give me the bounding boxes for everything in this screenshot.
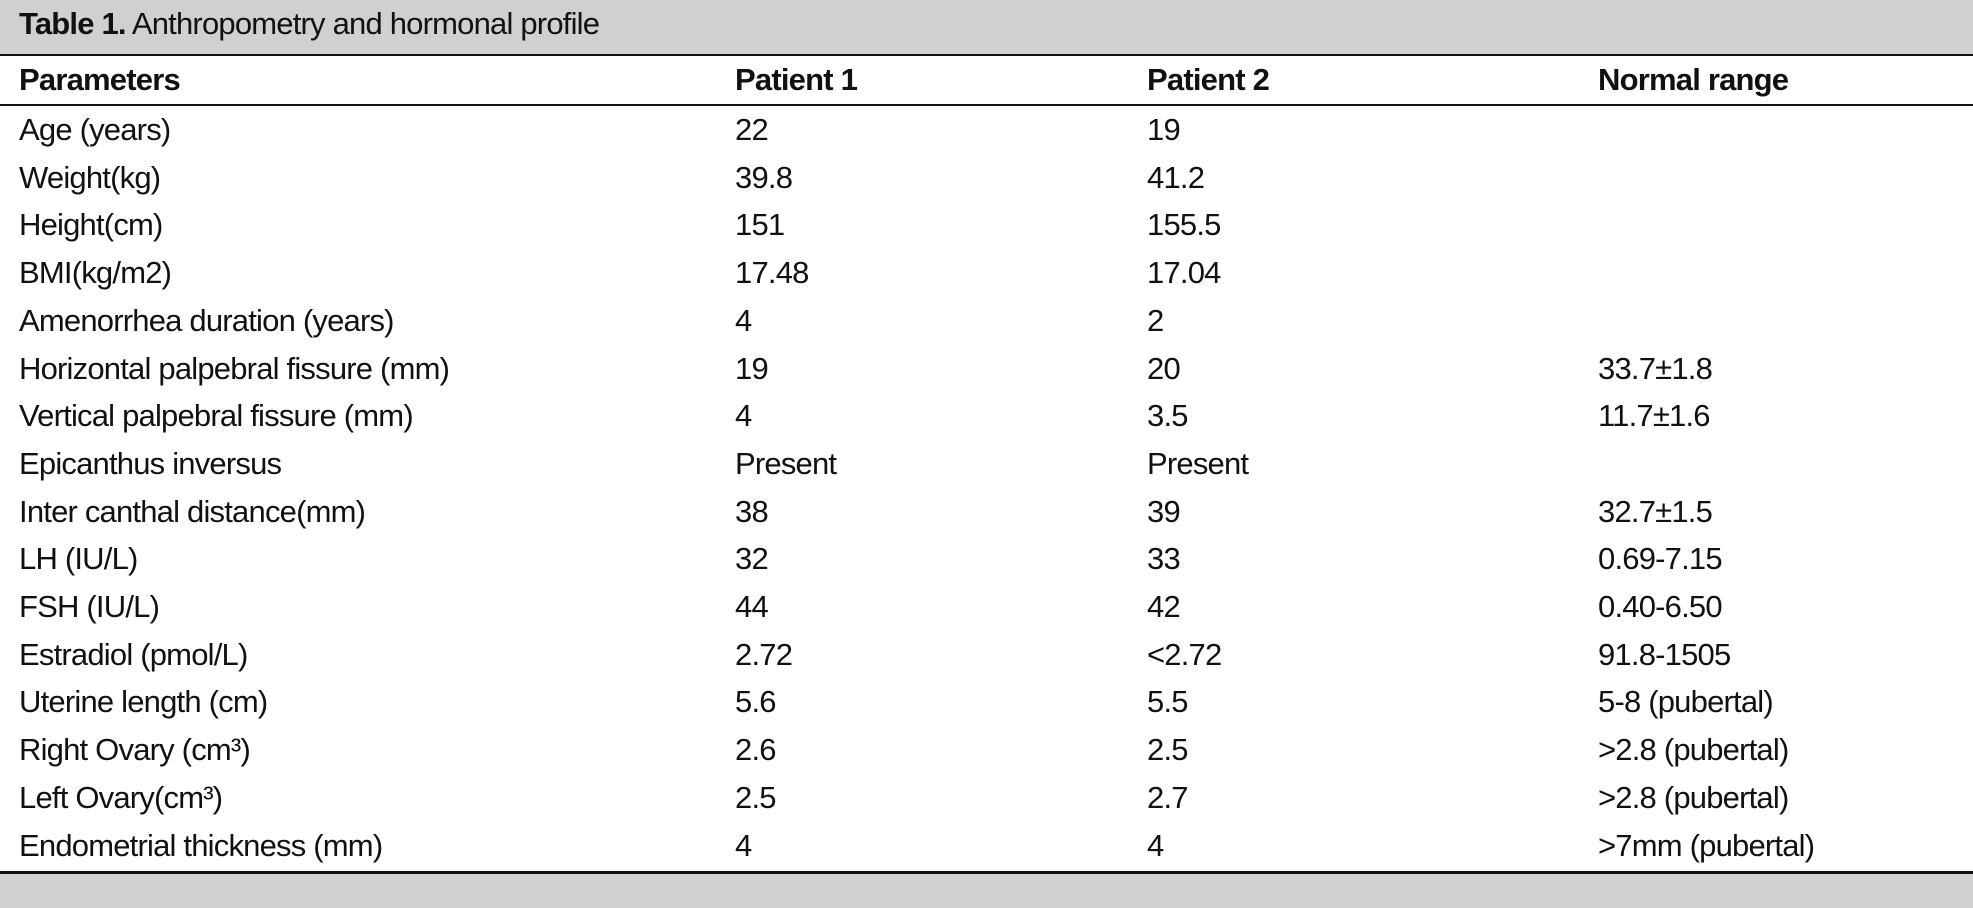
table-cell: 2.5 — [735, 779, 776, 815]
table-cell: 32 — [735, 541, 769, 577]
table-cell: 11.7±1.6 — [1598, 398, 1711, 434]
table-cell: 33.7±1.8 — [1598, 350, 1713, 386]
table-cell: 17.48 — [735, 255, 809, 291]
table-cell: 91.8-1505 — [1598, 636, 1731, 672]
table-cell: Estradiol (pmol/L) — [19, 636, 248, 672]
table-cell: 0.40-6.50 — [1598, 589, 1723, 624]
table-cell: Weight(kg) — [19, 159, 161, 195]
table-cell: Amenorrhea duration (years) — [19, 302, 395, 338]
table-row: Endometrial thickness (mm) 4 4 >7mm (pubert… — [0, 822, 1973, 870]
table-cell: Vertical palpebral fissure (mm) — [19, 398, 414, 434]
table-cell: Height(cm) — [19, 207, 163, 243]
table-cell: 20 — [1147, 350, 1181, 386]
table-cell: Age (years) — [19, 112, 171, 147]
table-row: Epicanthus inversus Present Present — [0, 440, 1973, 488]
table-cell: Inter canthal distance(mm) — [19, 493, 366, 529]
table-row: Right Ovary (cm³) 2.6 2.5 >2.8 (pubertal) — [0, 726, 1973, 774]
table-cell: >7mm (pubertal) — [1598, 827, 1815, 863]
table-cell: 4 — [1147, 827, 1164, 863]
table-row: Weight(kg) 39.8 41.2 — [0, 154, 1973, 202]
table: Parameters Patient 1 Patient 2 Normal range… — [0, 54, 1973, 874]
table-caption: Table 1. Anthropometry and hormonal prof… — [19, 6, 600, 42]
table-cell: 5.5 — [1147, 684, 1188, 720]
table-cell: BMI(kg/m2) — [19, 255, 172, 291]
table-cell: 2.6 — [735, 732, 776, 768]
table-cell: 44 — [735, 589, 769, 624]
table-cell: LH (IU/L) — [19, 541, 138, 577]
table-cell: 5.6 — [735, 684, 776, 720]
caption-text: Anthropometry and hormonal profile — [131, 6, 600, 41]
table-row: Uterine length (cm) 5.6 5.5 5-8 (pubertal) — [0, 678, 1973, 726]
table-cell: Horizontal palpebral fissure (mm) — [19, 350, 450, 386]
table-row: FSH (IU/L) 44 42 0.40-6.50 — [0, 583, 1973, 631]
table-cell: 33 — [1147, 541, 1181, 577]
table-row: LH (IU/L) 32 33 0.69-7.15 — [0, 535, 1973, 583]
table-cell: Patient 1 — [735, 62, 858, 97]
table-cell: 19 — [1147, 112, 1181, 147]
table-row: Estradiol (pmol/L) 2.72 <2.72 91.8-1505 — [0, 631, 1973, 679]
table-cell: 42 — [1147, 589, 1181, 624]
table-cell: 155.5 — [1147, 207, 1221, 243]
table-cell: Endometrial thickness (mm) — [19, 827, 383, 863]
table-cell: <2.72 — [1147, 636, 1222, 672]
table-cell: Present — [735, 445, 837, 481]
table-cell: 19 — [735, 350, 769, 386]
table-cell: 2.72 — [735, 636, 793, 672]
table-cell: 4 — [735, 302, 752, 338]
table-row: Left Ovary(cm³) 2.5 2.7 >2.8 (pubertal) — [0, 774, 1973, 822]
table-cell: Epicanthus inversus — [19, 445, 282, 481]
table-cell: Normal range — [1598, 62, 1789, 97]
table-cell: 3.5 — [1147, 398, 1188, 434]
table-row: BMI(kg/m2) 17.48 17.04 — [0, 249, 1973, 297]
table-cell: 38 — [735, 493, 769, 529]
table-cell: 39 — [1147, 493, 1181, 529]
table-cell: 2.7 — [1147, 779, 1188, 815]
table-cell: 0.69-7.15 — [1598, 541, 1723, 577]
table-cell: 32.7±1.5 — [1598, 493, 1713, 529]
table-cell: Right Ovary (cm³) — [19, 732, 251, 768]
table-cell: 41.2 — [1147, 159, 1205, 195]
table-cell: >2.8 (pubertal) — [1598, 732, 1789, 768]
caption-label: Table 1. — [19, 6, 127, 41]
table-cell: 5-8 (pubertal) — [1598, 684, 1774, 720]
table-cell: FSH (IU/L) — [19, 589, 160, 624]
table-cell: Parameters — [19, 62, 181, 97]
table-row: Height(cm) 151 155.5 — [0, 201, 1973, 249]
table-cell: 2 — [1147, 302, 1164, 338]
table-cell: 22 — [735, 112, 769, 147]
table-cell: Patient 2 — [1147, 62, 1270, 97]
table-row: Vertical palpebral fissure (mm) 4 3.5 11.7±… — [0, 392, 1973, 440]
table-cell: 39.8 — [735, 159, 793, 195]
table-cell: Present — [1147, 445, 1249, 481]
table-row: Horizontal palpebral fissure (mm) 19 20 33.… — [0, 345, 1973, 393]
table-cell: >2.8 (pubertal) — [1598, 779, 1789, 815]
table-row: Age (years) 22 19 — [0, 106, 1973, 154]
table-cell: 4 — [735, 827, 752, 863]
table-cell: 17.04 — [1147, 255, 1221, 291]
table-cell: 2.5 — [1147, 732, 1188, 768]
header-row: Parameters Patient 1 Patient 2 Normal range — [0, 56, 1973, 106]
table-row: Inter canthal distance(mm) 38 39 32.7±1.5 — [0, 488, 1973, 536]
table-row: Amenorrhea duration (years) 4 2 — [0, 297, 1973, 345]
table-cell: Left Ovary(cm³) — [19, 779, 223, 815]
table-cell: 4 — [735, 398, 752, 434]
table-cell: 151 — [735, 207, 785, 243]
table-cell: Uterine length (cm) — [19, 684, 268, 720]
